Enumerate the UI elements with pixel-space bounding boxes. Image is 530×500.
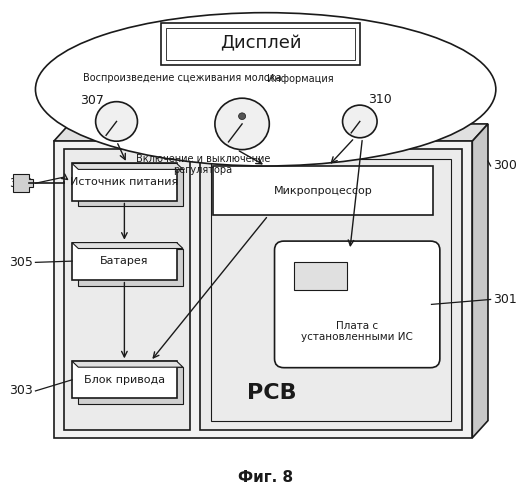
Polygon shape <box>13 174 33 192</box>
Text: 303: 303 <box>9 384 33 398</box>
Text: 308: 308 <box>9 177 33 190</box>
Polygon shape <box>64 148 190 430</box>
Text: Фиг. 8: Фиг. 8 <box>238 470 293 485</box>
Polygon shape <box>54 141 472 438</box>
Polygon shape <box>200 148 462 430</box>
Polygon shape <box>295 262 347 289</box>
FancyBboxPatch shape <box>275 241 440 368</box>
Polygon shape <box>72 164 183 170</box>
Text: Дисплей: Дисплей <box>219 34 301 52</box>
Polygon shape <box>72 242 183 248</box>
Polygon shape <box>78 367 183 405</box>
Text: 307: 307 <box>80 94 103 107</box>
Polygon shape <box>78 170 183 206</box>
Ellipse shape <box>36 12 496 166</box>
Text: 300: 300 <box>493 160 517 172</box>
Text: PCB: PCB <box>248 384 297 404</box>
Text: Микропроцессор: Микропроцессор <box>274 186 373 196</box>
Circle shape <box>215 98 269 150</box>
Polygon shape <box>78 248 183 286</box>
Text: 301: 301 <box>493 293 517 306</box>
Polygon shape <box>161 22 360 64</box>
Circle shape <box>342 105 377 138</box>
Text: Батарея: Батарея <box>100 256 148 266</box>
Polygon shape <box>472 124 488 438</box>
Text: Включение и выключение
регулятора: Включение и выключение регулятора <box>136 154 270 175</box>
Text: Блок привода: Блок привода <box>84 375 165 385</box>
Circle shape <box>95 102 137 141</box>
Circle shape <box>238 113 245 119</box>
Text: Источник питания: Источник питания <box>70 177 179 187</box>
Text: Воспроизведение сцеживания молока: Воспроизведение сцеживания молока <box>83 73 281 83</box>
Polygon shape <box>214 166 433 216</box>
Text: Информация: Информация <box>267 74 334 85</box>
Text: Плата с
установленными ИС: Плата с установленными ИС <box>301 321 413 342</box>
Polygon shape <box>72 361 176 399</box>
Polygon shape <box>72 242 176 280</box>
Polygon shape <box>72 164 176 200</box>
Polygon shape <box>72 361 183 367</box>
Text: 310: 310 <box>368 92 392 106</box>
Text: 305: 305 <box>9 256 33 269</box>
Polygon shape <box>54 124 488 141</box>
